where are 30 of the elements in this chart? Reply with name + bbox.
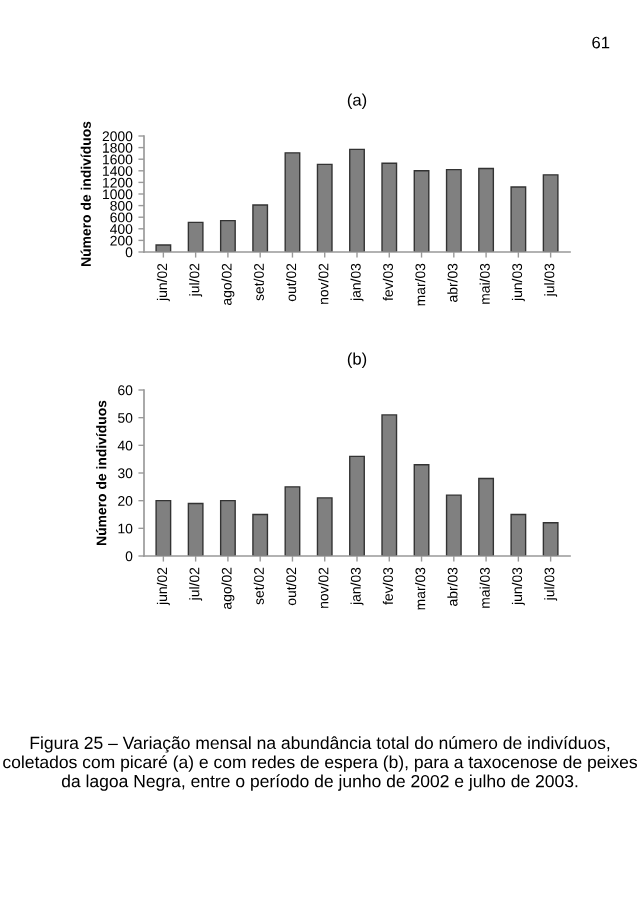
bar (316, 497, 333, 556)
bar (510, 513, 527, 556)
bar (413, 464, 430, 556)
bar (155, 499, 172, 556)
bar (381, 162, 398, 252)
bar (445, 494, 462, 556)
bar (219, 499, 236, 556)
text: Figura 25 – Variação mensal na abundância total do número de indivíduos, coletados com picaré (a) e com redes de espera (b), para a taxocenose de peixes da lagoa Negra, entre o período de junho de 2002 e julho de 2003. (3, 736, 637, 791)
bar (381, 414, 398, 556)
chart-title: (b) (347, 352, 367, 369)
bar (349, 148, 365, 252)
bar (542, 522, 559, 556)
bar (445, 168, 462, 252)
bar (542, 174, 559, 252)
bar (478, 167, 495, 252)
chart-title: (a) (347, 93, 367, 110)
bar (478, 477, 495, 556)
text: 61 (592, 36, 610, 49)
bar (413, 170, 430, 252)
bar (284, 486, 301, 556)
bar (187, 502, 204, 556)
bar (187, 221, 204, 252)
bar (510, 186, 527, 252)
bar (284, 152, 301, 252)
bar (252, 204, 269, 252)
bar (252, 513, 269, 556)
bar (316, 163, 333, 252)
bar (349, 455, 365, 556)
bar (219, 219, 236, 252)
bar (155, 244, 172, 252)
